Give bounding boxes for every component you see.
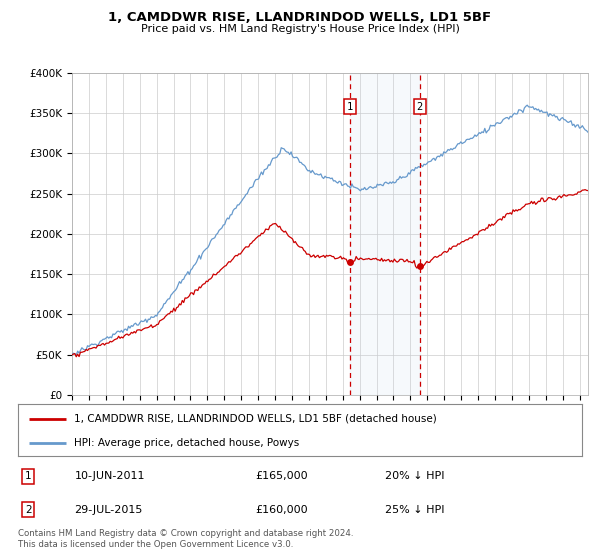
Bar — [350, 73, 420, 395]
Text: 1, CAMDDWR RISE, LLANDRINDOD WELLS, LD1 5BF: 1, CAMDDWR RISE, LLANDRINDOD WELLS, LD1 … — [109, 11, 491, 24]
Text: 1, CAMDDWR RISE, LLANDRINDOD WELLS, LD1 5BF (detached house): 1, CAMDDWR RISE, LLANDRINDOD WELLS, LD1 … — [74, 414, 437, 424]
Text: HPI: Average price, detached house, Powys: HPI: Average price, detached house, Powy… — [74, 438, 299, 449]
Text: Contains HM Land Registry data © Crown copyright and database right 2024.
This d: Contains HM Land Registry data © Crown c… — [18, 529, 353, 549]
Text: 2: 2 — [25, 505, 31, 515]
Text: 20% ↓ HPI: 20% ↓ HPI — [385, 471, 444, 481]
Text: £165,000: £165,000 — [255, 471, 308, 481]
Text: 1: 1 — [25, 471, 31, 481]
Text: 2: 2 — [417, 101, 423, 111]
Text: 10-JUN-2011: 10-JUN-2011 — [74, 471, 145, 481]
Text: 29-JUL-2015: 29-JUL-2015 — [74, 505, 143, 515]
Text: 25% ↓ HPI: 25% ↓ HPI — [385, 505, 444, 515]
Text: Price paid vs. HM Land Registry's House Price Index (HPI): Price paid vs. HM Land Registry's House … — [140, 24, 460, 34]
Text: 1: 1 — [347, 101, 353, 111]
Text: £160,000: £160,000 — [255, 505, 308, 515]
